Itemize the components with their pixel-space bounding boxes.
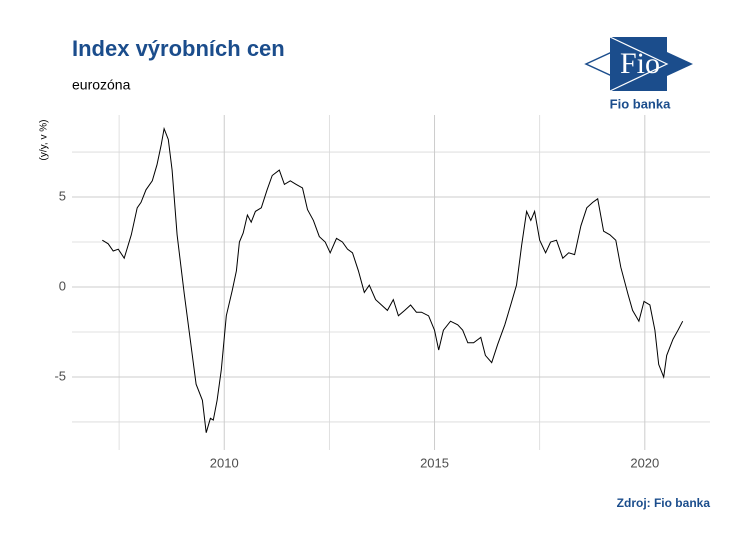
logo-name: Fio banka [610, 96, 671, 111]
data-line [102, 126, 684, 433]
logo-line [609, 36, 669, 92]
x-tick-label: 2020 [630, 455, 659, 470]
x-tick-label: 2015 [420, 455, 449, 470]
y-tick-label: 5 [59, 188, 66, 203]
y-axis-label: (y/y, v %) [39, 120, 50, 161]
y-tick-label: 0 [59, 278, 66, 293]
logo-mark: Fio [620, 47, 660, 80]
x-tick-label: 2010 [210, 455, 239, 470]
source: Zdroj: Fio banka [617, 496, 711, 510]
chart-subtitle: eurozóna [72, 77, 131, 93]
chart-title: Index výrobních cen [72, 36, 285, 61]
logo-right-wing [667, 52, 693, 76]
logo-box [610, 37, 667, 91]
y-tick-label: -5 [54, 368, 66, 383]
logo: Fio Fio banka [584, 36, 693, 111]
